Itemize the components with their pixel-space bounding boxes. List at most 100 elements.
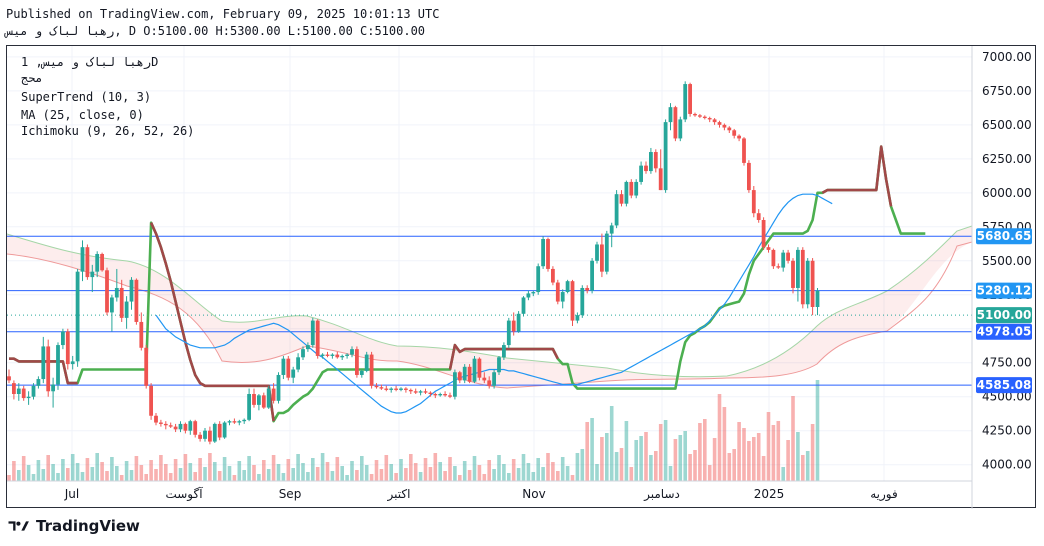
candle-body	[183, 423, 188, 431]
candle-body	[340, 355, 345, 358]
candle-body	[560, 292, 565, 302]
candle-body	[653, 152, 658, 169]
volume-bar	[198, 458, 202, 481]
volume-bar	[448, 457, 452, 481]
volume-bar	[634, 440, 638, 481]
volume-bar	[477, 465, 482, 481]
volume-bar	[110, 457, 114, 481]
candle-body	[61, 331, 65, 346]
price-label: 5100.00	[977, 308, 1032, 322]
volume-bar	[502, 464, 506, 481]
candle-body	[379, 387, 384, 389]
candle-body	[796, 249, 800, 288]
volume-bar	[433, 453, 438, 481]
candle-body	[629, 181, 634, 196]
volume-bar	[17, 470, 21, 481]
x-tick-label: اکتبر	[387, 487, 411, 502]
candle-body	[90, 271, 95, 278]
volume-bar	[80, 472, 85, 481]
volume-bar	[369, 474, 374, 481]
candle-body	[786, 252, 790, 261]
candle-body	[178, 423, 183, 430]
volume-bar	[168, 473, 173, 481]
candle-body	[301, 349, 305, 358]
volume-bar	[325, 462, 330, 481]
candle-body	[639, 165, 643, 182]
candle-body	[369, 354, 374, 386]
candle-body	[678, 119, 683, 139]
ichimoku-layer	[7, 225, 973, 389]
volume-bar	[286, 459, 291, 481]
candle-body	[673, 107, 678, 139]
volume-bar	[683, 431, 687, 481]
volume-bar	[629, 467, 634, 481]
legend-ichimoku[interactable]: Ichimoku (9, 26, 52, 26)	[21, 124, 195, 138]
volume-bar	[781, 467, 785, 481]
candle-body	[771, 249, 776, 267]
legend-ma[interactable]: MA (25, close, 0)	[21, 108, 144, 122]
volume-bar	[41, 469, 46, 481]
candle-body	[325, 354, 330, 356]
tradingview-footer[interactable]: TradingView	[8, 517, 140, 535]
chart-frame[interactable]: 7000.00 6750.00 6500.00 6250.00 6000.00 5750.…	[6, 45, 1037, 509]
volume-bar	[21, 456, 26, 481]
volume-bar	[247, 456, 251, 481]
volume-bar	[766, 412, 771, 481]
volume-bar	[335, 457, 340, 481]
candle-body	[291, 369, 296, 378]
volume-bar	[467, 470, 472, 481]
volume-bar	[639, 436, 643, 481]
volume-bar	[698, 423, 702, 481]
price-label-badge	[976, 282, 1032, 299]
candle-body	[16, 388, 21, 394]
volume-bar	[747, 441, 751, 481]
price-chart[interactable]: 7000.006750.006500.006250.006000.005750.…	[7, 46, 1037, 509]
supertrend-down-segment	[821, 145, 893, 207]
candle-body	[428, 392, 433, 394]
y-tick-label: 4500.00	[982, 390, 1032, 404]
volume-bar	[801, 455, 805, 481]
volume-bar	[95, 453, 99, 481]
candle-body	[766, 247, 771, 250]
volume-bar	[360, 456, 364, 481]
volume-bar	[61, 459, 65, 481]
candle-body	[144, 347, 149, 386]
volume-bar	[320, 453, 325, 481]
x-tick-label: Sep	[279, 487, 302, 501]
volume-bar	[31, 474, 36, 481]
candle-body	[110, 297, 114, 313]
candle-body	[374, 385, 379, 388]
volume-bar	[242, 470, 246, 481]
volume-bar	[732, 449, 736, 481]
ma-line	[155, 193, 833, 414]
x-tick-label: 2025	[754, 487, 785, 501]
candle-body	[203, 430, 207, 439]
candle-body	[222, 422, 227, 438]
candle-body	[453, 372, 457, 397]
candle-body	[467, 366, 472, 382]
candle-body	[570, 281, 575, 321]
legend-supertrend[interactable]: SuperTrend (10, 3)	[21, 90, 152, 104]
candle-body	[114, 287, 119, 298]
x-tick-label: فوریه	[870, 487, 898, 502]
x-tick-label: دسامبر	[643, 487, 680, 502]
candle-body	[129, 279, 134, 302]
volume-bar	[472, 456, 477, 481]
volume-bar	[791, 396, 795, 481]
candle-body	[208, 430, 212, 442]
volume-bar	[654, 451, 658, 481]
candle-body	[350, 349, 354, 355]
volume-bar	[649, 455, 653, 481]
candle-body	[335, 354, 340, 358]
volume-layer	[7, 380, 820, 481]
volume-bar	[707, 465, 712, 481]
candle-body	[217, 423, 222, 438]
volume-bar	[526, 463, 531, 481]
volume-bar	[756, 433, 761, 481]
candle-body	[193, 421, 198, 435]
volume-bar	[737, 422, 741, 481]
volume-bar	[394, 473, 398, 481]
candle-body	[237, 421, 242, 423]
volume-bar	[291, 468, 295, 481]
tradingview-logo-icon	[8, 521, 29, 531]
